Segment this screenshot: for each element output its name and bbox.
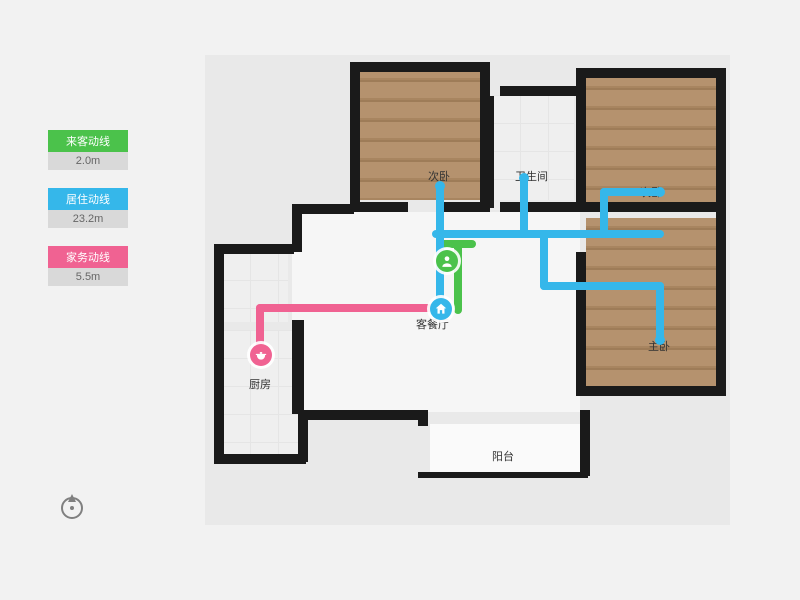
legend-item-living: 居住动线 23.2m bbox=[48, 188, 128, 228]
path-endpoint bbox=[519, 173, 529, 183]
path-endpoint bbox=[655, 335, 665, 345]
wall bbox=[444, 202, 490, 212]
living-path-icon bbox=[430, 298, 452, 320]
path-segment bbox=[440, 240, 476, 248]
path-segment bbox=[436, 182, 444, 314]
chore-path-icon bbox=[250, 344, 272, 366]
wall bbox=[214, 454, 306, 464]
legend-label: 来客动线 bbox=[48, 130, 128, 152]
wall bbox=[214, 244, 294, 254]
wall bbox=[576, 252, 586, 394]
legend-value: 2.0m bbox=[48, 152, 128, 170]
wall bbox=[418, 472, 588, 478]
path-endpoint bbox=[435, 181, 445, 191]
legend: 来客动线 2.0m 居住动线 23.2m 家务动线 5.5m bbox=[48, 130, 128, 304]
compass-icon bbox=[56, 490, 88, 522]
path-segment bbox=[540, 282, 664, 290]
room-top_bath bbox=[492, 95, 574, 200]
wall bbox=[292, 320, 304, 414]
legend-item-guest: 来客动线 2.0m bbox=[48, 130, 128, 170]
wall bbox=[350, 202, 408, 212]
path-segment bbox=[540, 230, 548, 290]
legend-value: 5.5m bbox=[48, 268, 128, 286]
wall bbox=[500, 202, 586, 212]
wall bbox=[716, 68, 726, 394]
wall bbox=[488, 96, 494, 208]
wall bbox=[298, 410, 426, 420]
wall bbox=[350, 62, 360, 210]
wall bbox=[576, 68, 586, 212]
legend-label: 居住动线 bbox=[48, 188, 128, 210]
wall bbox=[214, 244, 224, 462]
wall bbox=[576, 386, 726, 396]
wall bbox=[576, 202, 724, 212]
room-master_bed bbox=[586, 218, 716, 388]
legend-label: 家务动线 bbox=[48, 246, 128, 268]
path-segment bbox=[256, 304, 440, 312]
wall bbox=[500, 86, 584, 96]
legend-item-chore: 家务动线 5.5m bbox=[48, 246, 128, 286]
guest-path-icon bbox=[436, 250, 458, 272]
room-top_bed_left bbox=[358, 70, 480, 200]
path-segment bbox=[520, 174, 528, 238]
wall bbox=[418, 410, 428, 426]
wall bbox=[350, 62, 488, 72]
room-balcony bbox=[430, 424, 580, 474]
path-segment bbox=[454, 240, 462, 314]
path-segment bbox=[432, 230, 664, 238]
wall bbox=[292, 204, 354, 214]
wall bbox=[580, 410, 590, 476]
wall bbox=[578, 68, 726, 78]
path-endpoint bbox=[655, 187, 665, 197]
legend-value: 23.2m bbox=[48, 210, 128, 228]
